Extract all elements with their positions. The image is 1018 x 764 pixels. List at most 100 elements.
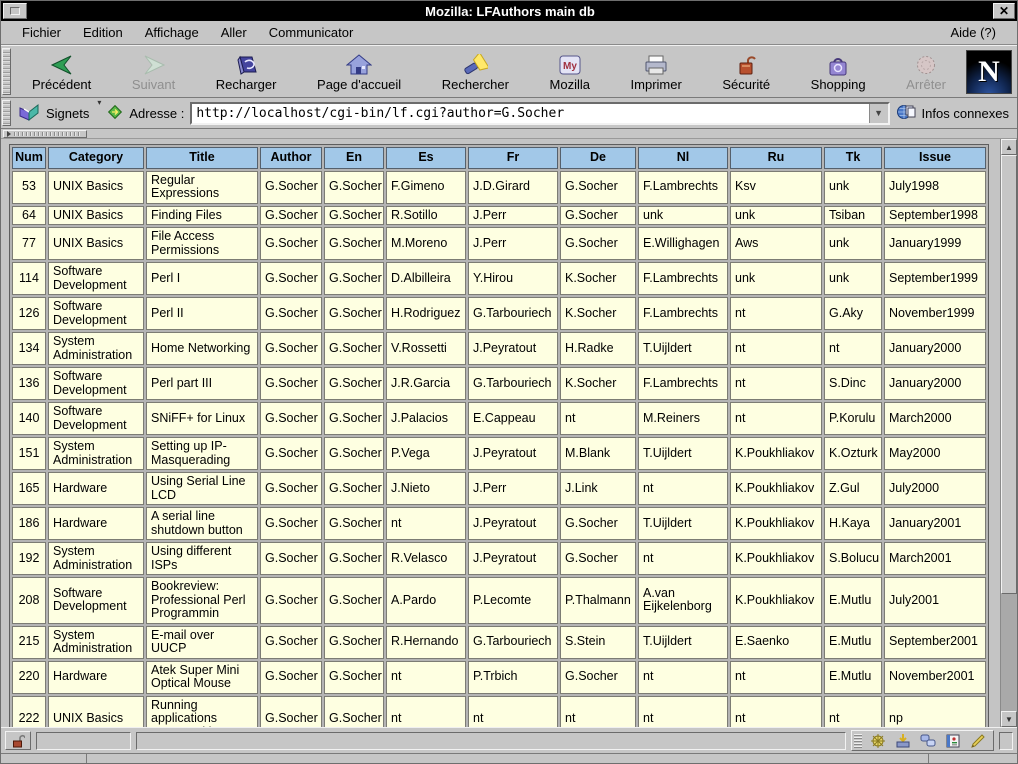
table-cell: G.Socher (324, 472, 384, 505)
vertical-scrollbar[interactable]: ▲ ▼ (1000, 139, 1017, 727)
security-button[interactable]: Sécurité (716, 50, 776, 94)
table-cell: Perl part III (146, 367, 258, 400)
inbox-icon[interactable] (894, 733, 912, 749)
related-info-button[interactable]: Infos connexes (921, 105, 1009, 121)
composer-icon[interactable] (969, 733, 987, 749)
table-cell: E.Mutlu (824, 660, 882, 694)
scrollbar-thumb[interactable] (1001, 155, 1017, 595)
table-cell: March2000 (884, 402, 986, 435)
table-cell: T.Uijldert (638, 437, 728, 470)
table-header-row: Num Category Title Author En Es Fr De Nl Ru Tk Issu… (12, 147, 986, 169)
table-cell: January2001 (884, 507, 986, 540)
back-button[interactable]: Précédent (26, 50, 97, 94)
table-cell: J.Perr (468, 227, 558, 260)
component-bar-grip[interactable] (854, 733, 862, 748)
table-row: 165 Hardware Using Serial Line LCD G.Socher… (12, 472, 986, 505)
table-cell: G.Socher (260, 402, 322, 435)
bookmarks-button[interactable]: Signets (46, 105, 90, 121)
table-cell: 134 (12, 332, 46, 365)
window-menu-button[interactable] (3, 3, 27, 19)
reload-button[interactable]: Recharger (210, 50, 283, 94)
scroll-down-icon[interactable]: ▼ (1001, 711, 1017, 727)
table-cell: nt (560, 695, 636, 727)
table-cell: G.Socher (324, 262, 384, 295)
table-cell: unk (824, 170, 882, 204)
table-cell: System Administration (48, 437, 144, 470)
table-cell: Software Development (48, 297, 144, 330)
table-cell: M.Reiners (638, 402, 728, 435)
table-cell: Software Development (48, 402, 144, 435)
bookmarks-icon (18, 103, 40, 124)
menu-aller[interactable]: Aller (220, 25, 247, 40)
table-cell: np (884, 695, 986, 727)
table-cell: January1999 (884, 227, 986, 260)
toolbar-buttons: Précédent Suivant Recharger Page d'accue… (12, 50, 966, 94)
navigator-icon[interactable] (869, 733, 887, 749)
column-header-category: Category (48, 147, 144, 169)
table-cell: Finding Files (146, 205, 258, 225)
mozilla-button[interactable]: My Mozilla (544, 50, 596, 94)
table-cell: November2001 (884, 660, 986, 694)
table-cell: P.Korulu (824, 402, 882, 435)
table-cell: H.Rodriguez (386, 297, 466, 330)
table-cell: M.Moreno (386, 227, 466, 260)
table-cell: G.Tarbouriech (468, 367, 558, 400)
table-cell: July1998 (884, 170, 986, 204)
table-cell: File Access Permissions (146, 227, 258, 260)
table-cell: D.Albilleira (386, 262, 466, 295)
table-cell: G.Socher (324, 227, 384, 260)
table-cell: Setting up IP-Masquerading (146, 437, 258, 470)
print-button[interactable]: Imprimer (625, 50, 688, 94)
table-cell: May2000 (884, 437, 986, 470)
db-table-body: 53 UNIX Basics Regular Expressions G.Socher… (12, 170, 986, 727)
close-button[interactable]: ✕ (993, 3, 1015, 19)
forward-button[interactable]: Suivant (126, 50, 181, 94)
table-cell: 114 (12, 262, 46, 295)
table-cell: nt (638, 542, 728, 575)
location-bar-grip[interactable] (2, 100, 11, 126)
column-header-en: En (324, 147, 384, 169)
url-dropdown-button[interactable]: ▼ (868, 103, 888, 123)
menu-affichage[interactable]: Affichage (144, 25, 199, 40)
window-frame-bottom[interactable] (1, 753, 1017, 763)
table-cell: J.Nieto (386, 472, 466, 505)
scroll-up-icon[interactable]: ▲ (1001, 139, 1017, 155)
table-cell: July2001 (884, 577, 986, 624)
scrollbar-track[interactable] (1001, 155, 1017, 711)
search-button[interactable]: Rechercher (436, 50, 515, 94)
home-button[interactable]: Page d'accueil (311, 50, 407, 94)
related-icon (896, 103, 916, 123)
menu-communicator[interactable]: Communicator (268, 25, 354, 40)
table-cell: G.Socher (260, 205, 322, 225)
table-cell: G.Socher (560, 507, 636, 540)
open-lock-icon (13, 734, 25, 747)
discussions-icon[interactable] (919, 733, 937, 749)
table-cell: 53 (12, 170, 46, 204)
table-cell: Home Networking (146, 332, 258, 365)
menu-aide[interactable]: Aide (?) (950, 25, 996, 40)
menu-edition[interactable]: Edition (83, 25, 123, 40)
menu-bar: Fichier Edition Affichage Aller Communic… (1, 21, 1017, 45)
shopping-button[interactable]: Shopping (805, 50, 872, 94)
search-icon (462, 52, 489, 76)
component-bar (851, 730, 994, 751)
search-label: Rechercher (441, 76, 509, 92)
table-row: 140 Software Development SNiFF+ for Linux G… (12, 402, 986, 435)
column-header-tk: Tk (824, 147, 882, 169)
url-input[interactable] (192, 103, 869, 123)
table-cell: K.Poukhliakov (730, 472, 822, 505)
column-header-ru: Ru (730, 147, 822, 169)
security-lock-button[interactable] (5, 731, 31, 750)
table-cell: T.Uijldert (638, 625, 728, 659)
stop-icon (913, 52, 939, 76)
netscape-logo[interactable]: N (966, 49, 1012, 94)
address-book-icon[interactable] (944, 733, 962, 749)
table-cell: January2000 (884, 367, 986, 400)
collapsed-toolbar-tab[interactable] (3, 130, 87, 138)
toolbar-grip[interactable] (2, 48, 11, 95)
stop-button[interactable]: Arrêter (900, 50, 952, 94)
table-cell: nt (730, 332, 822, 365)
table-cell: H.Kaya (824, 507, 882, 540)
table-cell: G.Socher (260, 437, 322, 470)
menu-fichier[interactable]: Fichier (22, 25, 62, 40)
